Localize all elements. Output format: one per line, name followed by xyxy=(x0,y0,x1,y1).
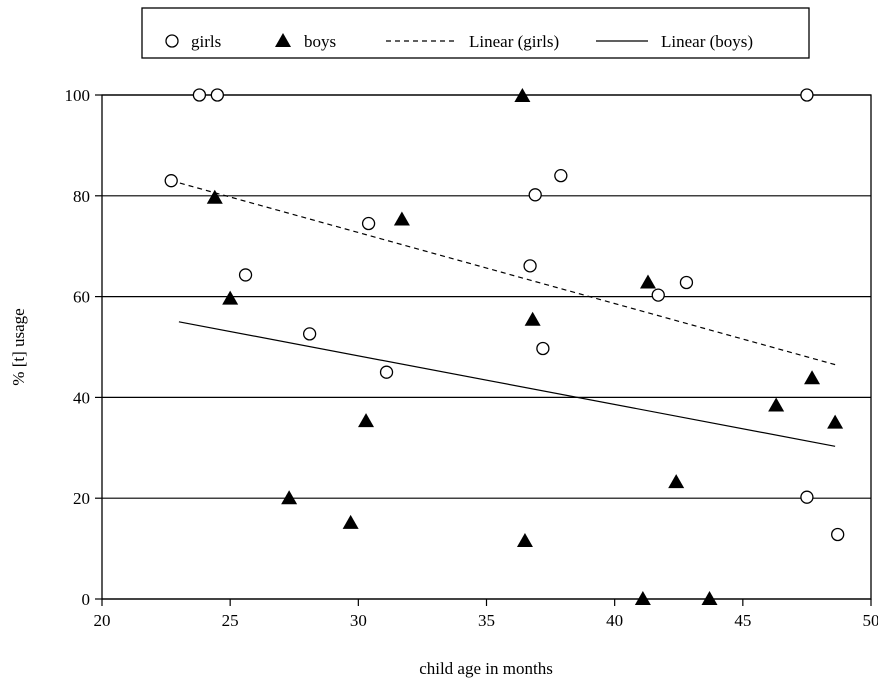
point-girls xyxy=(238,268,253,282)
point-girls xyxy=(192,88,207,102)
point-girls xyxy=(361,216,376,231)
x-axis: 20 25 30 35 40 45 50 xyxy=(94,599,878,630)
point-boys xyxy=(516,533,533,548)
point-boys xyxy=(634,590,651,605)
point-boys xyxy=(342,514,359,529)
point-boys xyxy=(827,414,844,429)
y-tick-label: 40 xyxy=(73,388,90,407)
trendline-linear-girls xyxy=(171,180,836,366)
legend-girls-marker xyxy=(165,34,179,48)
point-girls xyxy=(210,88,225,102)
y-axis: 0 20 40 60 80 100 xyxy=(65,86,102,609)
point-girls xyxy=(651,288,665,302)
legend-linear-boys-label: Linear (boys) xyxy=(661,32,753,51)
legend-boys-marker xyxy=(275,33,291,47)
point-girls xyxy=(679,275,694,290)
point-girls xyxy=(800,490,814,504)
x-tick-label: 25 xyxy=(222,611,239,630)
point-boys xyxy=(393,211,410,226)
trendlines xyxy=(171,180,836,447)
y-tick-label: 100 xyxy=(65,86,91,105)
point-boys xyxy=(281,490,298,505)
point-girls xyxy=(523,259,537,273)
point-boys xyxy=(524,311,541,326)
y-axis-title: % [t] usage xyxy=(9,308,28,385)
point-girls xyxy=(379,365,394,379)
trendline-linear-boys xyxy=(178,321,836,447)
data-points xyxy=(164,88,845,605)
y-tick-label: 80 xyxy=(73,187,90,206)
point-boys xyxy=(768,397,785,412)
y-tick-label: 0 xyxy=(82,590,91,609)
point-girls xyxy=(831,527,845,542)
x-tick-label: 20 xyxy=(94,611,111,630)
x-axis-title: child age in months xyxy=(419,659,553,678)
point-boys xyxy=(804,370,821,385)
x-tick-label: 30 xyxy=(350,611,367,630)
legend-box xyxy=(141,7,810,59)
point-boys xyxy=(206,189,223,204)
y-tick-label: 60 xyxy=(73,288,90,307)
point-boys xyxy=(514,88,531,102)
point-boys xyxy=(358,413,375,428)
point-girls xyxy=(528,188,542,202)
legend-linear-girls-label: Linear (girls) xyxy=(469,32,559,51)
legend: girls boys Linear (girls) Linear (boys) xyxy=(141,7,810,59)
point-girls xyxy=(302,327,317,341)
gridlines xyxy=(102,94,871,600)
x-tick-label: 35 xyxy=(478,611,495,630)
legend-girls-label: girls xyxy=(191,32,221,51)
point-boys xyxy=(668,474,685,489)
point-girls xyxy=(554,168,568,183)
point-girls xyxy=(536,341,550,356)
point-boys xyxy=(222,290,239,305)
y-tick-label: 20 xyxy=(73,489,90,508)
point-boys xyxy=(639,274,656,289)
point-girls xyxy=(800,88,814,102)
point-boys xyxy=(701,590,718,605)
x-tick-label: 40 xyxy=(606,611,623,630)
point-girls xyxy=(164,174,178,188)
x-tick-label: 45 xyxy=(734,611,751,630)
plot-area-frame xyxy=(101,94,872,600)
x-tick-label: 50 xyxy=(863,611,878,630)
legend-boys-label: boys xyxy=(304,32,336,51)
